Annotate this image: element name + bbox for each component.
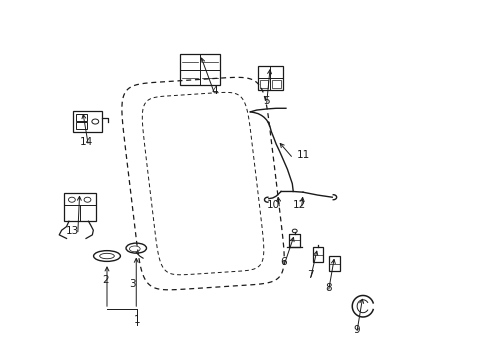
Text: 11: 11	[296, 150, 309, 160]
Text: 1: 1	[134, 315, 140, 325]
Bar	[259, 80, 268, 88]
Text: 12: 12	[292, 200, 305, 210]
Bar	[76, 114, 86, 121]
Text: 9: 9	[353, 325, 359, 335]
Bar	[312, 247, 322, 262]
Text: 4: 4	[211, 86, 218, 96]
Text: 6: 6	[280, 257, 286, 267]
Bar	[73, 111, 102, 132]
Text: 13: 13	[66, 226, 80, 236]
Text: 7: 7	[306, 270, 313, 280]
Text: 2: 2	[102, 275, 109, 285]
Text: 3: 3	[129, 279, 135, 289]
Bar	[180, 54, 220, 85]
Bar	[76, 122, 86, 130]
Text: 14: 14	[79, 138, 92, 147]
Text: 8: 8	[325, 283, 331, 293]
Bar	[257, 66, 283, 90]
Text: 5: 5	[263, 96, 269, 106]
Text: 10: 10	[266, 200, 280, 210]
Bar	[64, 193, 96, 221]
Bar	[272, 80, 281, 88]
Bar	[329, 256, 339, 271]
